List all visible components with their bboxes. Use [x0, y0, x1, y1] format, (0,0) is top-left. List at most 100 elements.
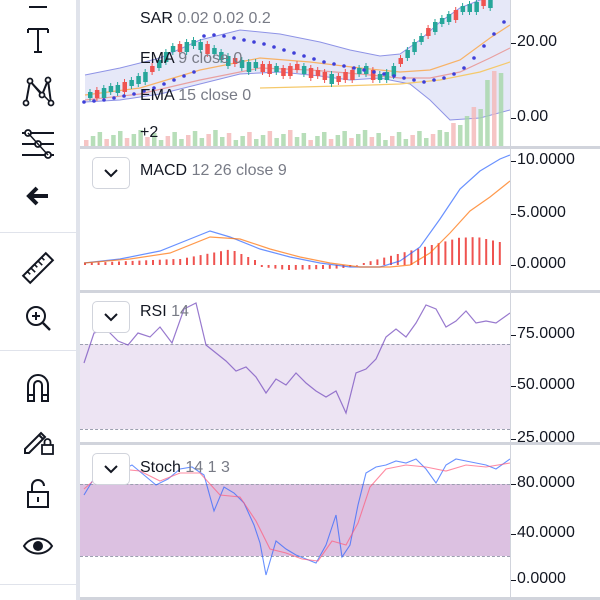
macd-hist-bar — [281, 265, 284, 270]
macd-hist-bar — [111, 261, 114, 265]
macd-hist-bar — [152, 260, 154, 265]
macd-hist-bar — [145, 260, 148, 265]
volume-bar — [424, 138, 429, 146]
macd-collapse-button[interactable] — [92, 157, 130, 189]
volume-bar — [417, 131, 422, 146]
sar-dot — [292, 51, 296, 55]
rsi-pane[interactable]: RSI 14 — [80, 293, 510, 442]
ruler-icon[interactable] — [14, 246, 62, 290]
macd-hist-bar — [390, 255, 392, 265]
candle-body — [350, 70, 355, 80]
eye-icon[interactable] — [14, 524, 62, 568]
candle-body — [295, 64, 300, 70]
candle-body — [315, 70, 321, 76]
stoch-scale[interactable]: 80.0000 40.0000 0.0000 — [511, 445, 600, 600]
macd-hist-bar — [471, 237, 474, 265]
volume-bar — [213, 130, 218, 146]
macd-hist-bar — [376, 259, 379, 265]
text-tool-icon[interactable] — [14, 18, 62, 62]
sar-dot — [142, 89, 146, 93]
rsi-collapse-button[interactable] — [92, 301, 130, 333]
sar-dot — [352, 66, 356, 70]
candle-body — [198, 42, 203, 50]
macd-hist-bar — [226, 249, 229, 265]
sar-dot — [232, 36, 236, 40]
candle-body — [101, 88, 107, 98]
sar-dot — [382, 72, 386, 76]
tick-mark — [511, 580, 516, 581]
volume-bar — [274, 138, 279, 146]
stoch-d-line — [83, 462, 510, 562]
legend-more[interactable]: +2 — [140, 124, 159, 141]
sar-dot — [462, 66, 466, 70]
macd-hist-bar — [430, 245, 433, 265]
rsi-scale[interactable]: 75.0000 50.0000 25.0000 — [511, 293, 600, 442]
volume-bar — [315, 136, 320, 146]
rsi-upper-line — [80, 344, 510, 345]
sar-dot — [372, 70, 376, 74]
fib-tool-icon[interactable] — [14, 122, 62, 166]
pane-separator[interactable] — [80, 146, 600, 149]
macd-hist-bar — [288, 265, 290, 270]
tick-mark — [511, 43, 516, 44]
sar-dot — [162, 82, 166, 86]
macd-hist-bar — [104, 262, 107, 265]
toolbar-divider — [0, 584, 76, 585]
main-price-scale[interactable]: 20.00 0.00 — [511, 0, 600, 146]
macd-hist-bar — [308, 265, 311, 270]
pane-separator[interactable] — [80, 290, 600, 293]
macd-hist-bar — [233, 251, 236, 265]
chevron-down-icon — [104, 313, 118, 322]
pane-separator[interactable] — [80, 442, 600, 445]
macd-hist-bar — [199, 255, 202, 265]
candle-body — [232, 58, 238, 64]
sar-dot — [412, 78, 416, 82]
stoch-collapse-button[interactable] — [92, 453, 130, 485]
macd-hist-bar — [294, 265, 297, 270]
pane-separator[interactable] — [80, 597, 600, 600]
volume-bar — [376, 133, 381, 146]
macd-hist-bar — [247, 257, 250, 265]
lock-drawings-icon[interactable] — [14, 418, 62, 462]
volume-bar — [430, 134, 436, 146]
candle-body — [308, 68, 314, 78]
candle-body — [177, 44, 183, 52]
macd-hist-bar — [315, 265, 318, 270]
pattern-tool-icon[interactable] — [14, 70, 62, 114]
candle-body — [474, 2, 479, 12]
macd-scale[interactable]: 10.0000 5.0000 0.0000 — [511, 149, 600, 290]
candle-body — [426, 28, 431, 36]
price-scale-border — [510, 0, 511, 600]
volume-bar — [471, 107, 477, 146]
candle-body — [467, 4, 472, 12]
macd-hist-bar — [124, 261, 127, 265]
sar-dot — [422, 80, 426, 84]
magnet-icon[interactable] — [14, 366, 62, 410]
volume-bar — [186, 135, 191, 146]
volume-bar — [206, 134, 211, 146]
sar-dot — [202, 34, 206, 38]
macd-pane[interactable]: MACD 12 26 close 9 — [80, 149, 510, 290]
signal-line — [83, 180, 510, 268]
main-price-pane[interactable]: SAR 0.02 0.02 0.2 EMA 9 close 0 EMA 15 c… — [80, 0, 510, 146]
macd-hist-bar — [464, 237, 467, 265]
candle-body — [433, 22, 438, 32]
candle-body — [274, 66, 279, 72]
volume-bar — [199, 138, 205, 146]
volume-bar — [260, 135, 266, 146]
macd-hist-bar — [274, 265, 277, 269]
back-arrow-icon[interactable] — [14, 174, 62, 218]
candle-body — [122, 82, 127, 92]
candle-body — [239, 60, 245, 68]
unlock-icon[interactable] — [14, 472, 62, 516]
zoom-in-icon[interactable] — [14, 296, 62, 340]
candle-body — [288, 66, 293, 76]
stoch-pane[interactable]: Stoch 14 1 3 — [80, 445, 510, 600]
toolbar-partial-tool[interactable] — [14, 0, 62, 22]
macd-hist-bar — [206, 253, 209, 265]
volume-bar — [335, 135, 341, 146]
volume-bar — [97, 132, 103, 146]
macd-hist-bar — [492, 240, 494, 265]
sar-dot — [82, 100, 86, 104]
sar-dot — [222, 34, 226, 38]
